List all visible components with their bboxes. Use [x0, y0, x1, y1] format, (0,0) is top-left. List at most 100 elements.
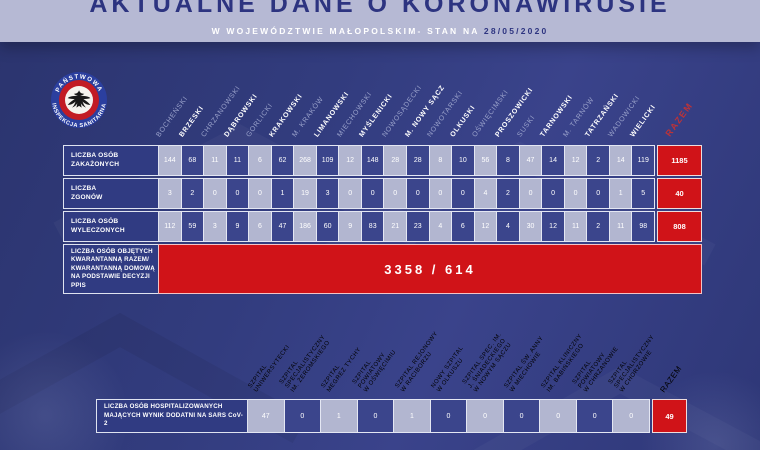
- county-data-cell: 0: [249, 179, 272, 208]
- county-data-cell: 28: [384, 146, 408, 175]
- county-data-cell: 11: [564, 212, 588, 241]
- county-data-cell: 47: [519, 146, 543, 175]
- county-data-cell: 0: [587, 179, 610, 208]
- county-data-cell: 0: [361, 179, 385, 208]
- county-header-label: CHRZANOWSKI: [200, 84, 243, 139]
- county-data-cell: 30: [519, 212, 543, 241]
- county-data-row: 112 59 3 9 6 47 186 60 9 83 21 23 4 6 12 4 30 12 11 2 11 98: [158, 211, 655, 242]
- county-data-cell: 59: [181, 212, 205, 241]
- hospital-data-row: 47 0 1 0 1 0 0 0 0 0 0: [247, 399, 650, 433]
- hospital-data-cell: 1: [321, 400, 358, 432]
- county-data-row: 144 68 11 11 6 62 268 109 12 148 28 28 8 10 56 8 47 14 12 2…: [158, 145, 655, 176]
- county-data-row: 3 2 0 0 0 1 19 3 0 0 0 0 0 0 4 2 0 0 0 0 1 5: [158, 178, 655, 209]
- county-data-cell: 12: [339, 146, 362, 175]
- county-data-cell: 0: [407, 179, 430, 208]
- county-data-cell: 28: [407, 146, 430, 175]
- county-data-cell: 2: [181, 179, 205, 208]
- county-data-cell: 3: [316, 179, 340, 208]
- hospital-data-cell: 0: [357, 400, 395, 432]
- county-data-cell: 14: [542, 146, 565, 175]
- county-data-cell: 8: [497, 146, 520, 175]
- county-data-cell: 11: [609, 212, 633, 241]
- county-data-cell: 186: [294, 212, 317, 241]
- county-data-cell: 12: [542, 212, 565, 241]
- page-subtitle: W WOJEWÓDZTWIE MAŁOPOLSKIM- STAN NA 28/0…: [0, 26, 760, 36]
- county-data-cell: 6: [452, 212, 475, 241]
- county-data-cell: 112: [159, 212, 182, 241]
- county-data-cell: 23: [407, 212, 430, 241]
- hospital-data-cell: 1: [394, 400, 431, 432]
- county-data-cell: 268: [294, 146, 317, 175]
- county-data-cell: 5: [632, 179, 655, 208]
- county-data-cell: 47: [271, 212, 295, 241]
- county-data-cell: 19: [294, 179, 317, 208]
- header-band: AKTUALNE DANE O KORONAWIRUSIE W WOJEWÓDZ…: [0, 0, 760, 42]
- county-data-cell: 148: [361, 146, 385, 175]
- hospital-total-header-label: RAZEM: [658, 363, 684, 394]
- row-label-quarantine: LICZBA OSÓB OBJĘTYCH KWARANTANNĄ RAZEM/ …: [63, 244, 159, 294]
- county-data-cell: 0: [384, 179, 408, 208]
- county-data-total-cell: 808: [657, 211, 702, 242]
- county-data-cell: 12: [474, 212, 498, 241]
- page-title: AKTUALNE DANE O KORONAWIRUSIE: [89, 0, 671, 18]
- hospital-header-label: SZPITAL SPECJALISTYCZNY W CHORZOWIE: [608, 334, 657, 394]
- hospital-data-cell: 0: [576, 400, 614, 432]
- county-data-cell: 3: [159, 179, 182, 208]
- sanepid-logo: PAŃSTWOWA INSPEKCJA SANITARNA: [50, 71, 108, 129]
- county-data-cell: 144: [159, 146, 182, 175]
- hospital-data-cell: 0: [503, 400, 541, 432]
- hospital-data-cell: 47: [248, 400, 285, 432]
- county-data-cell: 56: [474, 146, 498, 175]
- quarantine-total-bar: 3358 / 614: [158, 244, 702, 294]
- county-data-cell: 0: [429, 179, 453, 208]
- county-data-cell: 4: [474, 179, 498, 208]
- county-data-cell: 10: [452, 146, 475, 175]
- subtitle-text: W WOJEWÓDZTWIE MAŁOPOLSKIM- STAN NA: [211, 26, 484, 36]
- county-data-cell: 2: [587, 212, 610, 241]
- county-data-cell: 3: [204, 212, 227, 241]
- county-data-cell: 14: [609, 146, 633, 175]
- row-label-hospitalized: LICZBA OSÓB HOSPITALIZOWANYCH MAJĄCYCH W…: [96, 399, 248, 433]
- county-data-cell: 9: [226, 212, 250, 241]
- hospital-data-cell: 0: [284, 400, 322, 432]
- county-data-cell: 68: [181, 146, 205, 175]
- county-data-cell: 0: [519, 179, 543, 208]
- county-total-header-label: RAZEM: [663, 100, 695, 139]
- hospital-data-cell: 0: [467, 400, 504, 432]
- county-data-cell: 109: [316, 146, 340, 175]
- county-data-cell: 1: [271, 179, 295, 208]
- county-data-cell: 4: [429, 212, 453, 241]
- hospital-header-label: NOWY SZPITAL W OLKUSZU: [430, 345, 466, 394]
- report-date: 28/05/2020: [483, 26, 549, 36]
- county-data-cell: 119: [632, 146, 655, 175]
- county-data-cell: 1: [609, 179, 633, 208]
- county-data-cell: 2: [497, 179, 520, 208]
- eagle-icon: [67, 90, 91, 108]
- county-data-cell: 11: [204, 146, 227, 175]
- county-data-cell: 12: [564, 146, 588, 175]
- county-data-cell: 0: [204, 179, 227, 208]
- hospital-data-cell: 0: [613, 400, 650, 432]
- county-data-cell: 83: [361, 212, 385, 241]
- county-data-cell: 6: [249, 212, 272, 241]
- county-data-cell: 62: [271, 146, 295, 175]
- hospital-data-cell: 0: [540, 400, 577, 432]
- county-data-cell: 11: [226, 146, 250, 175]
- county-data-total-cell: 40: [657, 178, 702, 209]
- hospital-data-cell: 0: [430, 400, 468, 432]
- county-data-total-cell: 1185: [657, 145, 702, 176]
- county-data-cell: 4: [497, 212, 520, 241]
- county-data-cell: 2: [587, 146, 610, 175]
- county-data-cell: 0: [339, 179, 362, 208]
- county-data-cell: 0: [564, 179, 588, 208]
- row-label-deaths: LICZBA ZGONÓW: [63, 178, 159, 209]
- county-data-cell: 60: [316, 212, 340, 241]
- county-data-cell: 9: [339, 212, 362, 241]
- row-label-recovered: LICZBA OSÓB WYLECZONYCH: [63, 211, 159, 242]
- county-data-cell: 6: [249, 146, 272, 175]
- county-data-cell: 0: [452, 179, 475, 208]
- county-data-cell: 98: [632, 212, 655, 241]
- county-data-cell: 0: [226, 179, 250, 208]
- hospital-data-total-cell: 49: [652, 399, 687, 433]
- county-data-cell: 8: [429, 146, 453, 175]
